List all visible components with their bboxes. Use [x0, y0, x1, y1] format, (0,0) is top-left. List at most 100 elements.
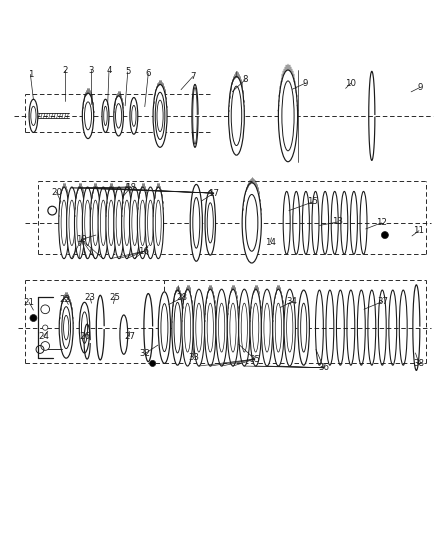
- Text: 36: 36: [318, 364, 329, 372]
- Ellipse shape: [116, 200, 122, 246]
- Ellipse shape: [59, 297, 73, 358]
- Ellipse shape: [155, 200, 161, 246]
- Ellipse shape: [275, 303, 282, 352]
- Ellipse shape: [132, 106, 136, 126]
- Text: 11: 11: [413, 226, 424, 235]
- Ellipse shape: [145, 187, 155, 259]
- Ellipse shape: [241, 303, 247, 352]
- Text: 9: 9: [303, 79, 308, 87]
- Ellipse shape: [120, 315, 128, 354]
- Text: 17: 17: [208, 189, 219, 198]
- Ellipse shape: [98, 187, 109, 259]
- Text: 25: 25: [110, 293, 120, 302]
- Ellipse shape: [132, 200, 138, 246]
- Circle shape: [30, 314, 37, 321]
- Circle shape: [42, 325, 48, 330]
- Ellipse shape: [31, 106, 36, 125]
- Ellipse shape: [62, 306, 71, 349]
- Ellipse shape: [69, 200, 75, 246]
- Ellipse shape: [79, 302, 90, 353]
- Text: 3: 3: [88, 66, 94, 75]
- Ellipse shape: [29, 99, 38, 133]
- Ellipse shape: [250, 289, 261, 366]
- Ellipse shape: [64, 316, 69, 340]
- Text: 33: 33: [189, 353, 200, 362]
- Ellipse shape: [158, 292, 170, 364]
- Ellipse shape: [196, 303, 202, 352]
- Ellipse shape: [207, 303, 213, 352]
- Text: 16: 16: [138, 247, 149, 256]
- Text: 8: 8: [243, 75, 248, 84]
- Ellipse shape: [229, 77, 244, 155]
- Ellipse shape: [273, 289, 284, 366]
- Text: 18: 18: [125, 182, 136, 191]
- Text: 7: 7: [190, 72, 195, 81]
- Ellipse shape: [205, 289, 216, 366]
- Circle shape: [41, 305, 49, 313]
- Text: 5: 5: [125, 67, 131, 76]
- Ellipse shape: [130, 187, 140, 259]
- Ellipse shape: [172, 290, 183, 365]
- Ellipse shape: [114, 187, 124, 259]
- Ellipse shape: [230, 303, 236, 352]
- Ellipse shape: [284, 289, 295, 366]
- Ellipse shape: [300, 303, 307, 352]
- Ellipse shape: [100, 200, 106, 246]
- Ellipse shape: [108, 200, 114, 246]
- Text: 35: 35: [249, 354, 260, 364]
- Ellipse shape: [219, 303, 225, 352]
- Ellipse shape: [92, 200, 98, 246]
- Ellipse shape: [102, 99, 109, 133]
- Ellipse shape: [82, 93, 94, 139]
- Ellipse shape: [104, 106, 107, 125]
- Ellipse shape: [74, 187, 85, 259]
- Ellipse shape: [190, 184, 202, 261]
- Ellipse shape: [231, 86, 242, 146]
- Circle shape: [150, 360, 155, 367]
- Ellipse shape: [239, 289, 250, 366]
- Ellipse shape: [282, 81, 294, 151]
- Ellipse shape: [253, 303, 259, 352]
- Text: 23: 23: [85, 294, 95, 302]
- Ellipse shape: [61, 200, 67, 246]
- Text: 21: 21: [24, 298, 35, 307]
- Text: 10: 10: [345, 79, 357, 87]
- Circle shape: [48, 206, 57, 215]
- Text: 22: 22: [60, 295, 71, 304]
- Ellipse shape: [114, 96, 124, 136]
- Ellipse shape: [138, 187, 148, 259]
- Ellipse shape: [193, 198, 200, 248]
- Ellipse shape: [116, 103, 122, 128]
- Ellipse shape: [67, 187, 77, 259]
- Ellipse shape: [155, 92, 165, 140]
- Ellipse shape: [216, 289, 227, 366]
- Ellipse shape: [298, 290, 309, 365]
- Text: 1: 1: [28, 70, 33, 79]
- Ellipse shape: [207, 203, 213, 243]
- Text: 28: 28: [177, 294, 187, 302]
- Text: 19: 19: [76, 235, 87, 244]
- Text: 27: 27: [124, 332, 135, 341]
- Text: 32: 32: [139, 349, 150, 358]
- Ellipse shape: [140, 200, 145, 246]
- Text: 24: 24: [38, 332, 49, 341]
- Ellipse shape: [242, 183, 261, 263]
- Ellipse shape: [174, 302, 181, 353]
- Ellipse shape: [59, 187, 69, 259]
- Circle shape: [381, 231, 389, 239]
- Ellipse shape: [82, 187, 93, 259]
- Circle shape: [41, 342, 49, 350]
- Ellipse shape: [81, 312, 88, 343]
- Ellipse shape: [264, 303, 270, 352]
- Text: 15: 15: [307, 197, 318, 206]
- Ellipse shape: [148, 200, 153, 246]
- Text: 4: 4: [106, 67, 112, 75]
- Text: 20: 20: [51, 188, 62, 197]
- Ellipse shape: [227, 289, 239, 366]
- Text: 13: 13: [332, 217, 343, 227]
- Text: 34: 34: [287, 297, 298, 306]
- Ellipse shape: [182, 289, 193, 366]
- Ellipse shape: [122, 187, 132, 259]
- Ellipse shape: [184, 303, 191, 352]
- Text: 37: 37: [377, 297, 388, 306]
